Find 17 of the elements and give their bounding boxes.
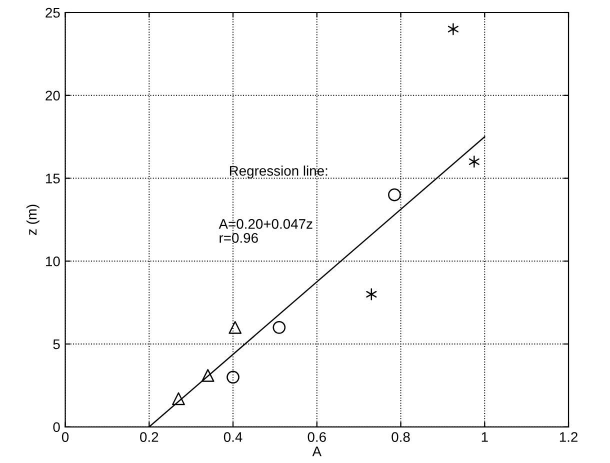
x-tick-label: 0.8 <box>392 432 410 442</box>
x-axis-title: A <box>312 446 322 456</box>
y-tick-label: 25 <box>46 8 60 18</box>
y-tick-label: 5 <box>53 339 60 350</box>
y-axis-title: z (m) <box>26 204 40 235</box>
x-tick-label: 1 <box>482 432 488 442</box>
y-tick-label: 20 <box>46 90 60 101</box>
x-tick-label: 0.4 <box>224 432 242 442</box>
x-tick-label: 1.2 <box>560 432 578 442</box>
y-tick-label: 15 <box>46 174 60 184</box>
annotation: Regression line: <box>230 166 328 179</box>
x-tick-label: 0 <box>62 432 69 442</box>
y-tick-label: 10 <box>46 256 60 266</box>
x-tick-label: 0.2 <box>140 432 158 442</box>
annotation: A=0.20+0.047z r=0.96 <box>218 219 312 243</box>
x-tick-label: 0.6 <box>308 432 326 442</box>
y-tick-label: 0 <box>53 422 60 432</box>
